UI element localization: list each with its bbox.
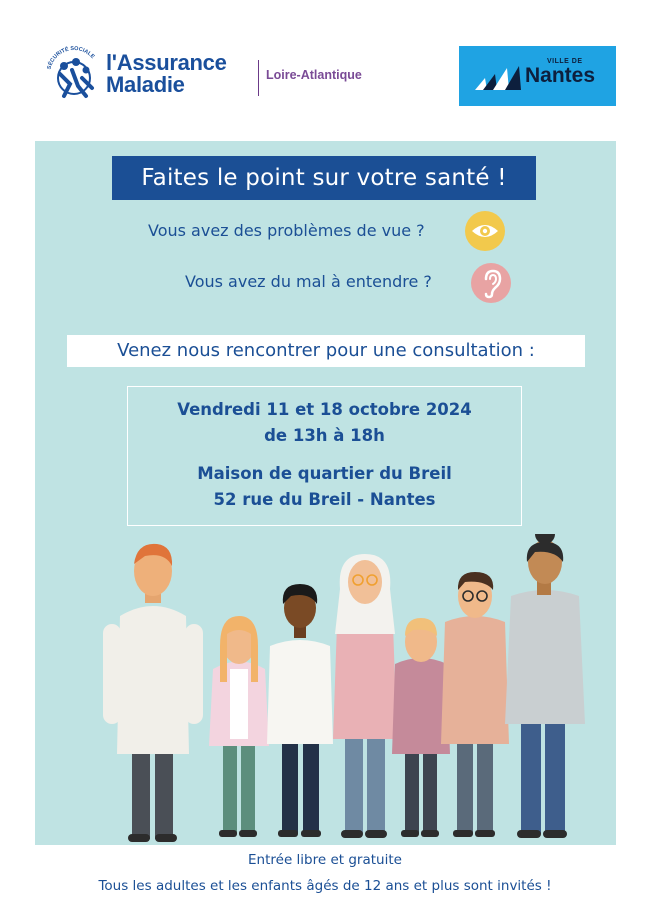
assurance-maladie-emblem-icon: SÉCURITÉ SOCIALE xyxy=(46,45,96,98)
person-boy-white-shirt xyxy=(267,584,333,837)
region-label: Loire-Atlantique xyxy=(266,68,362,82)
ville-de-nantes-logo: VILLE DE Nantes xyxy=(459,46,616,106)
nantes-wordmark: Nantes xyxy=(525,64,596,87)
info-panel: Faites le point sur votre santé ! Vous a… xyxy=(35,141,616,845)
event-details-box: Vendredi 11 et 18 octobre 2024 de 13h à … xyxy=(127,386,522,526)
invitation-banner: Venez nous rencontrer pour une consultat… xyxy=(67,335,585,367)
poster-title: Faites le point sur votre santé ! xyxy=(112,156,536,200)
person-man-tall xyxy=(103,543,203,842)
event-hours: de 13h à 18h xyxy=(264,426,385,445)
person-woman-bun xyxy=(505,534,585,838)
nantes-wave-mark-icon xyxy=(475,66,521,90)
brand-line-1: l'Assurance xyxy=(106,50,227,75)
event-dates: Vendredi 11 et 18 octobre 2024 xyxy=(177,400,472,419)
family-illustration xyxy=(103,534,585,842)
person-boy-mauve xyxy=(392,618,450,837)
svg-text:SÉCURITÉ SOCIALE: SÉCURITÉ SOCIALE xyxy=(46,45,96,70)
person-girl-pink xyxy=(209,616,269,837)
vision-question: Vous avez des problèmes de vue ? xyxy=(148,221,425,240)
event-address: 52 rue du Breil - Nantes xyxy=(213,490,436,509)
eye-icon xyxy=(465,211,505,251)
emblem-text: SÉCURITÉ SOCIALE xyxy=(46,45,96,70)
person-man-glasses xyxy=(441,572,509,837)
ear-icon xyxy=(471,263,511,303)
footer-free-entry: Entrée libre et gratuite xyxy=(248,852,402,868)
ville-de-label: VILLE DE xyxy=(547,58,583,65)
footer-audience: Tous les adultes et les enfants âgés de … xyxy=(98,878,552,894)
person-grandmother xyxy=(333,554,397,838)
header: SÉCURITÉ SOCIALE l'Assurance Maladie Loi… xyxy=(0,0,650,130)
assurance-maladie-wordmark: l'Assurance Maladie xyxy=(106,52,227,96)
assurance-maladie-logo: SÉCURITÉ SOCIALE l'Assurance Maladie xyxy=(42,44,242,108)
logo-divider xyxy=(258,60,259,96)
hearing-question: Vous avez du mal à entendre ? xyxy=(185,272,432,291)
brand-line-2: Maladie xyxy=(106,72,185,97)
event-venue: Maison de quartier du Breil xyxy=(197,464,452,483)
